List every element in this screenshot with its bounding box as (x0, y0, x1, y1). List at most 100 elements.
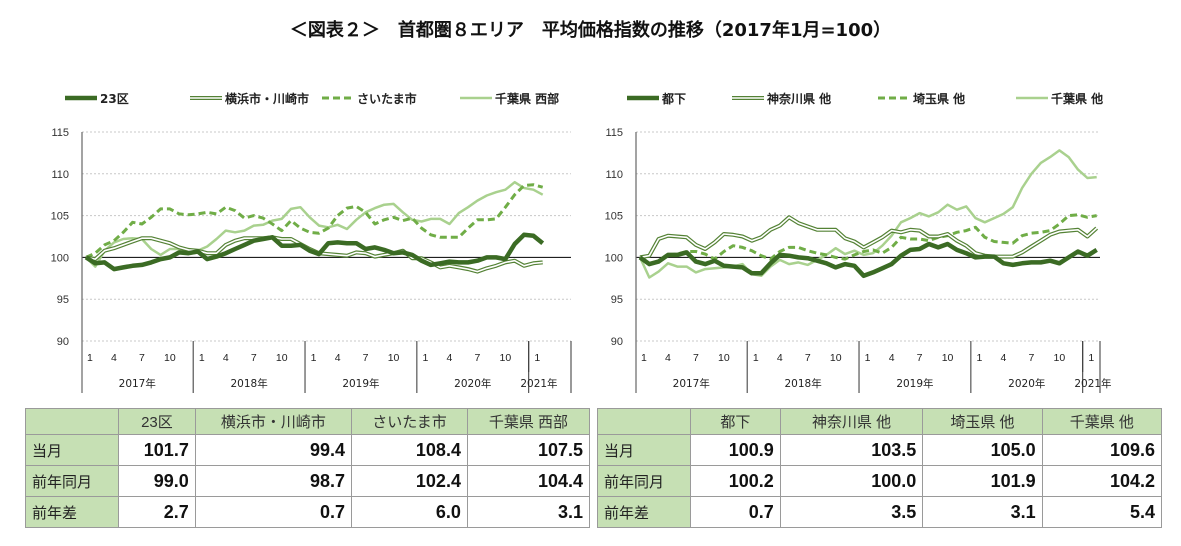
x-month-label: 7 (251, 352, 257, 364)
table-row: 前年同月 99.0 98.7 102.4 104.4 (25, 465, 591, 497)
x-month-label: 1 (1088, 352, 1094, 364)
x-year-label: 2018年 (784, 377, 821, 390)
row-label: 前年差 (597, 496, 691, 528)
y-tick-label: 110 (51, 169, 69, 181)
x-month-label: 4 (1001, 352, 1007, 364)
x-month-label: 4 (335, 352, 341, 364)
x-month-label: 10 (1054, 352, 1066, 364)
y-tick-label: 115 (51, 127, 69, 139)
x-month-label: 1 (753, 352, 759, 364)
x-month-label: 1 (977, 352, 983, 364)
cell: 100.2 (690, 465, 781, 497)
table-header-row: 都下 神奈川県 他 埼玉県 他 千葉県 他 (597, 408, 1163, 435)
table-row: 前年差 0.7 3.5 3.1 5.4 (597, 496, 1163, 528)
header-cell: 23区 (118, 408, 196, 435)
series-line-2 (639, 213, 1097, 266)
header-cell: 千葉県 西部 (466, 408, 591, 435)
y-tick-label: 90 (611, 336, 623, 348)
header-cell (25, 408, 119, 435)
cell: 101.7 (118, 434, 196, 466)
header-cell: さいたま市 (351, 408, 468, 435)
cell: 108.4 (351, 434, 468, 466)
x-month-label: 10 (276, 352, 288, 364)
header-cell: 神奈川県 他 (779, 408, 924, 435)
y-tick-label: 115 (605, 127, 623, 139)
x-month-label: 1 (865, 352, 871, 364)
x-month-label: 7 (917, 352, 923, 364)
cell: 99.0 (118, 465, 196, 497)
cell: 6.0 (351, 496, 468, 528)
y-tick-label: 95 (611, 294, 623, 306)
x-month-label: 1 (534, 352, 540, 364)
x-month-label: 10 (500, 352, 512, 364)
header-cell: 千葉県 他 (1041, 408, 1163, 435)
series-line-1-inner (639, 216, 1098, 259)
x-month-label: 7 (139, 352, 145, 364)
table-left: 23区 横浜市・川崎市 さいたま市 千葉県 西部 当月 101.7 99.4 108.… (25, 408, 591, 528)
series-line-3 (85, 180, 544, 268)
series-line-0 (84, 232, 545, 272)
cell: 104.4 (466, 465, 591, 497)
table-row: 当月 100.9 103.5 105.0 109.6 (597, 434, 1163, 466)
row-label: 前年差 (25, 496, 119, 528)
x-year-label: 2021年 (520, 377, 557, 390)
x-year-label: 2018年 (230, 377, 267, 390)
x-year-label: 2021年 (1074, 377, 1111, 390)
x-year-label: 2020年 (454, 377, 491, 390)
series-line-3 (638, 149, 1097, 279)
x-month-label: 4 (889, 352, 895, 364)
figure-title: ＜図表２＞ 首都圏８エリア 平均価格指数の推移（2017年1月=100） (289, 20, 892, 41)
table-row: 前年同月 100.2 100.0 101.9 104.2 (597, 465, 1163, 497)
x-year-label: 2017年 (673, 377, 710, 390)
legend-label: 23区 (100, 92, 129, 106)
row-label: 前年同月 (25, 465, 119, 497)
cell: 107.5 (466, 434, 591, 466)
row-label: 前年同月 (597, 465, 691, 497)
cell: 99.4 (194, 434, 353, 466)
y-tick-label: 95 (57, 294, 69, 306)
x-month-label: 1 (641, 352, 647, 364)
x-month-label: 7 (363, 352, 369, 364)
x-month-label: 10 (164, 352, 176, 364)
y-tick-label: 100 (51, 252, 69, 264)
legend-label: 都下 (661, 91, 686, 106)
cell: 103.5 (779, 434, 924, 466)
y-tick-label: 110 (605, 169, 623, 181)
table-header-row: 23区 横浜市・川崎市 さいたま市 千葉県 西部 (25, 408, 591, 435)
legend-label: 埼玉県 他 (913, 91, 965, 106)
legend-label: 千葉県 他 (1051, 91, 1103, 106)
x-month-label: 10 (388, 352, 400, 364)
cell: 101.9 (922, 465, 1043, 497)
x-year-label: 2019年 (896, 377, 933, 390)
cell: 3.5 (779, 496, 924, 528)
cell: 102.4 (351, 465, 468, 497)
x-month-label: 4 (665, 352, 671, 364)
table-row: 当月 101.7 99.4 108.4 107.5 (25, 434, 591, 466)
cell: 100.0 (779, 465, 924, 497)
x-month-label: 4 (447, 352, 453, 364)
x-month-label: 4 (223, 352, 229, 364)
legend-label: さいたま市 (357, 91, 417, 106)
x-month-label: 7 (693, 352, 699, 364)
x-month-label: 10 (942, 352, 954, 364)
cell: 3.1 (466, 496, 591, 528)
y-tick-label: 105 (605, 211, 623, 223)
cell: 0.7 (194, 496, 353, 528)
table-row: 前年差 2.7 0.7 6.0 3.1 (25, 496, 591, 528)
x-month-label: 1 (87, 352, 93, 364)
header-cell: 埼玉県 他 (922, 408, 1043, 435)
legend-label: 千葉県 西部 (495, 91, 559, 106)
x-month-label: 7 (805, 352, 811, 364)
cell: 3.1 (922, 496, 1043, 528)
row-label: 当月 (597, 434, 691, 466)
x-month-label: 1 (423, 352, 429, 364)
cell: 104.2 (1041, 465, 1163, 497)
cell: 98.7 (194, 465, 353, 497)
x-month-label: 7 (475, 352, 481, 364)
cell: 109.6 (1041, 434, 1163, 466)
table-right: 都下 神奈川県 他 埼玉県 他 千葉県 他 当月 100.9 103.5 105.0 1… (597, 408, 1163, 528)
x-month-label: 7 (1029, 352, 1035, 364)
